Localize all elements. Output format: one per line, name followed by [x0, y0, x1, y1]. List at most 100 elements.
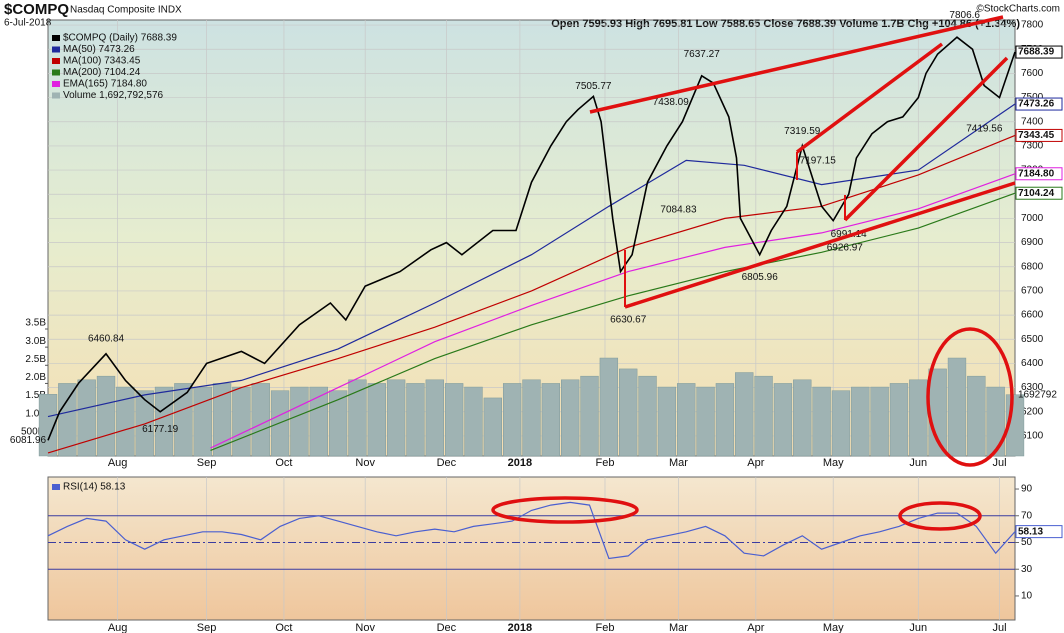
x-tick-label: Mar	[669, 622, 688, 633]
x-tick-label: Sep	[197, 622, 217, 633]
volume-bar	[425, 379, 444, 457]
volume-bar	[831, 390, 851, 457]
trendline	[589, 15, 1004, 114]
volume-bar	[812, 386, 831, 457]
legend-swatch	[52, 81, 60, 87]
x-tick-label: Mar	[669, 457, 688, 469]
end-label: 7473.26	[1018, 99, 1055, 110]
end-label: 7104.24	[1018, 188, 1055, 199]
volume-bar	[58, 383, 77, 457]
trendline	[843, 56, 1009, 222]
legend-swatch	[52, 92, 60, 99]
y2-tick-label: 2.0B	[25, 372, 46, 383]
legend-entry: EMA(165) 7184.80	[63, 79, 147, 90]
y-tick-label: 7000	[1021, 213, 1044, 224]
y-tick-label: 50	[1021, 537, 1033, 548]
highlight-ellipse	[491, 496, 639, 524]
index-name: Nasdaq Composite INDX	[70, 5, 182, 16]
y2-tick-label: 2.5B	[25, 354, 46, 365]
symbol: $COMPQ	[4, 1, 69, 18]
volume-bar	[889, 383, 909, 457]
legend-swatch	[52, 484, 60, 490]
credit: ©StockCharts.com	[976, 4, 1060, 15]
plot: Aug Sep Oct Nov Dec 2018 Feb Mar Apr May Jun Jul 610…	[10, 10, 1063, 633]
volume-bar	[870, 386, 889, 457]
price-annotation: 6805.96	[742, 272, 779, 283]
x-tick-label: Aug	[108, 622, 128, 633]
legend-entry: Volume 1,692,792,576	[63, 90, 164, 101]
y-tick-label: 6800	[1021, 261, 1044, 272]
volume-bar	[851, 386, 870, 457]
volume-bar	[754, 375, 773, 457]
price-annotation: 7438.09	[653, 97, 690, 108]
volume-bar	[38, 394, 58, 457]
price-annotation: 7806.6	[949, 10, 980, 21]
volume-bar	[502, 383, 522, 457]
volume-bar	[638, 375, 657, 457]
volume-bar	[251, 383, 270, 457]
series-line	[47, 36, 1016, 441]
series-line	[47, 134, 1016, 454]
volume-bar	[541, 383, 561, 457]
x-tick-label: Dec	[437, 622, 457, 633]
volume-bar	[735, 372, 754, 457]
x-tick-label: Feb	[596, 457, 615, 469]
x-tick-label: Dec	[437, 457, 457, 469]
series-line	[47, 103, 1016, 418]
volume-bar	[522, 379, 541, 457]
x-tick-label: May	[823, 622, 844, 633]
price-annotation: 6926.97	[827, 243, 864, 254]
volume-bar	[154, 386, 174, 457]
y2-tick-label: 500M	[21, 426, 46, 437]
price-annotation: 6081.96	[10, 435, 47, 446]
end-tag	[1015, 45, 1063, 59]
volume-bar	[483, 397, 502, 457]
end-label: 7688.39	[1018, 47, 1055, 58]
volume-bar	[561, 379, 580, 457]
volume-bar	[232, 386, 251, 457]
price-annotation: 7084.83	[660, 205, 697, 216]
series-line	[210, 173, 1016, 449]
date: 6-Jul-2018	[4, 18, 52, 29]
end-label: 7343.45	[1018, 130, 1055, 141]
volume-bar	[677, 383, 696, 457]
x-tick-label: Jul	[992, 622, 1006, 633]
legend-swatch	[52, 58, 60, 64]
x-tick-label: Apr	[747, 622, 764, 633]
price-annotation: 7197.15	[800, 155, 837, 166]
volume-bar	[580, 375, 599, 457]
y-tick-label: 6700	[1021, 286, 1044, 297]
y-tick-label: 7400	[1021, 116, 1044, 127]
volume-bar	[406, 383, 425, 457]
y-tick-label: 6500	[1021, 334, 1044, 345]
volume-bar	[174, 383, 193, 457]
highlight-ellipse	[926, 327, 1014, 467]
x-tick-label: Oct	[275, 622, 292, 633]
volume-bar	[909, 379, 928, 457]
volume-bar	[619, 368, 638, 457]
legend-entry: MA(200) 7104.24	[63, 67, 141, 78]
volume-bar	[444, 383, 464, 457]
y-tick-label: 10	[1021, 591, 1033, 602]
volume-bar	[696, 386, 715, 457]
y2-tick-label: 3.5B	[25, 318, 46, 329]
y2-tick-label: 3.0B	[25, 336, 46, 347]
volume-bar	[193, 386, 212, 457]
ohlc: Open 7595.93 High 7695.81 Low 7588.65 Cl…	[551, 18, 1020, 30]
y2-tick-label: 1.5B	[25, 390, 46, 401]
volume-bar	[77, 379, 96, 457]
trendline	[795, 42, 944, 154]
y-tick-label: 70	[1021, 510, 1033, 521]
y-tick-label: 7800	[1021, 20, 1044, 31]
volume-bar	[986, 386, 1005, 457]
price-annotation: 7419.56	[966, 124, 1003, 135]
volume-bar	[947, 357, 967, 457]
end-label: 7184.80	[1018, 168, 1055, 179]
y2-tick-label: 1.0B	[25, 408, 46, 419]
legend-swatch	[52, 46, 60, 53]
volume-bar	[793, 379, 812, 457]
volume-bar	[348, 379, 367, 457]
end-tag	[1015, 97, 1063, 111]
y-tick-label: 30	[1021, 564, 1033, 575]
